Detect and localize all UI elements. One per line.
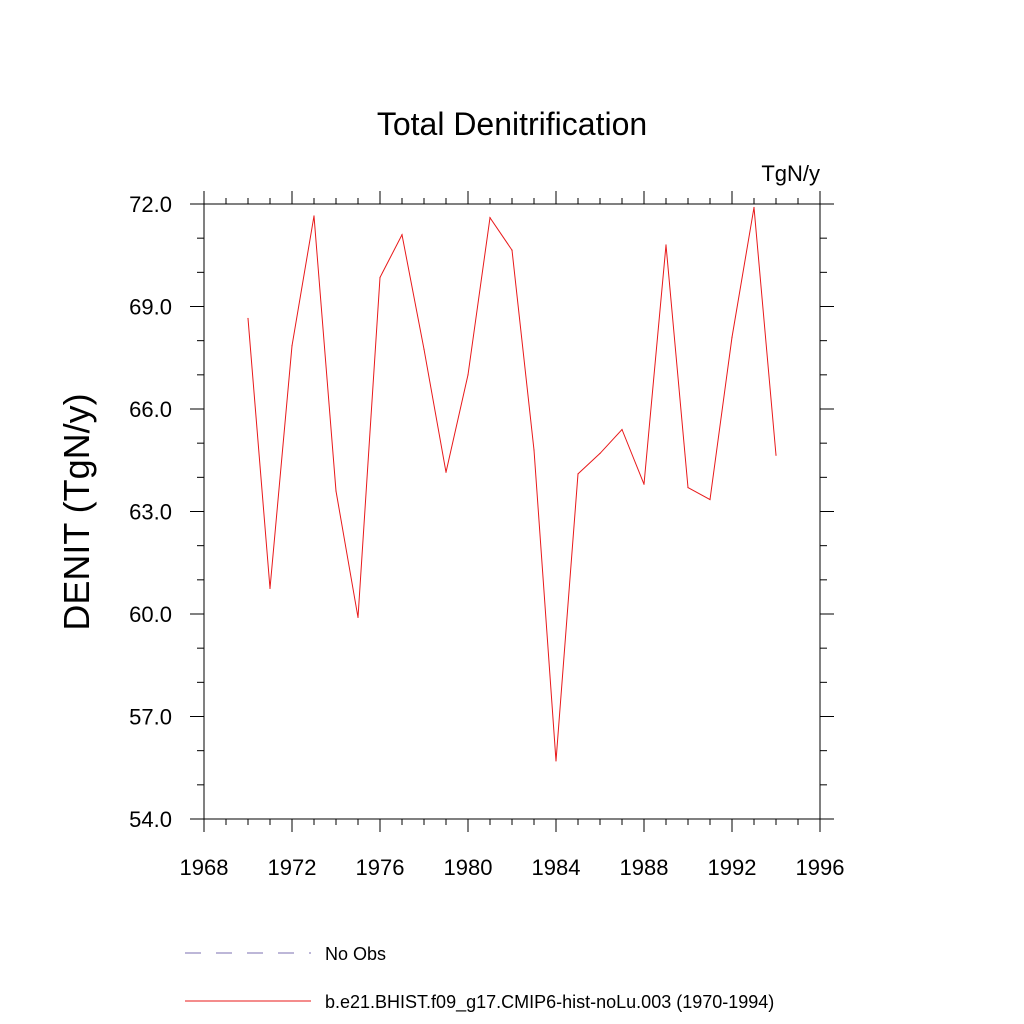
data-point: [467, 374, 469, 376]
legend: No Obs b.e21.BHIST.f09_g17.CMIP6-hist-noL…: [185, 944, 774, 1013]
data-point: [357, 616, 359, 619]
data-point: [269, 587, 271, 589]
data-point: [291, 345, 293, 347]
x-tick-label: 1980: [444, 855, 493, 880]
axis-tick-labels: 1968 1972 1976 1980 1984 1988 1992 1996 54.0 57.0…: [129, 192, 844, 880]
plot-axes: [203, 203, 821, 820]
data-point: [665, 244, 667, 246]
x-tick-label: 1984: [532, 855, 581, 880]
data-point: [621, 428, 623, 431]
data-point: [247, 317, 249, 320]
data-point: [335, 490, 337, 492]
series-line-1: [247, 207, 777, 761]
x-tick-label: 1996: [796, 855, 845, 880]
data-point: [709, 498, 711, 501]
y-tick-label: 60.0: [129, 602, 172, 627]
x-tick-label: 1988: [620, 855, 669, 880]
y-tick-label: 54.0: [129, 807, 172, 832]
x-tick-label: 1968: [180, 855, 229, 880]
data-point: [687, 486, 689, 489]
x-tick-label: 1972: [268, 855, 317, 880]
data-point: [511, 249, 513, 251]
axis-ticks: [190, 191, 834, 832]
data-point: [731, 336, 733, 338]
data-point: [313, 215, 315, 217]
data-point: [577, 473, 579, 475]
series-layer: [247, 206, 777, 762]
data-point: [423, 348, 425, 350]
y-tick-label: 57.0: [129, 705, 172, 730]
data-point: [533, 449, 535, 451]
data-point: [753, 206, 755, 209]
y-axis-label: DENIT (TgN/y): [56, 393, 97, 630]
data-point: [401, 234, 403, 236]
data-point: [379, 276, 381, 279]
y-tick-label: 69.0: [129, 295, 172, 320]
units-label: TgN/y: [761, 161, 820, 186]
data-point: [445, 471, 447, 473]
legend-label-1: b.e21.BHIST.f09_g17.CMIP6-hist-noLu.003 …: [325, 992, 774, 1013]
data-point: [555, 760, 557, 762]
y-tick-label: 72.0: [129, 192, 172, 217]
data-point: [775, 454, 777, 456]
data-point: [489, 217, 491, 219]
x-tick-label: 1992: [708, 855, 757, 880]
y-tick-label: 66.0: [129, 397, 172, 422]
x-tick-label: 1976: [356, 855, 405, 880]
y-tick-label: 63.0: [129, 500, 172, 525]
data-point: [643, 483, 645, 485]
chart-title: Total Denitrification: [377, 106, 647, 142]
data-point: [599, 452, 601, 455]
plot-frame: [203, 203, 821, 820]
legend-label-0: No Obs: [325, 944, 386, 964]
